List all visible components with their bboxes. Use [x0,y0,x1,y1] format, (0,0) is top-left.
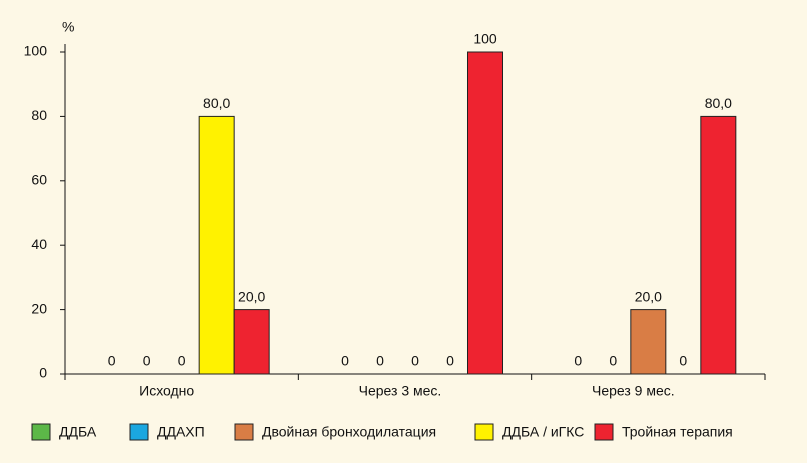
legend-swatch [474,423,494,441]
legend-swatch [594,423,614,441]
bar [198,115,235,375]
y-tick-label: 20 [31,300,47,316]
x-tick-label: Через 3 мес. [359,383,442,399]
legend-label: ДДБА [59,424,97,440]
value-label: 0 [609,353,617,369]
legend-label: ДДБА / иГКС [502,424,584,440]
value-label: 0 [446,353,454,369]
value-label: 0 [341,353,349,369]
value-label: 0 [411,353,419,369]
y-axis-unit: % [62,19,74,35]
y-tick-label: 60 [31,172,47,188]
value-label: 0 [143,353,151,369]
bar [700,115,737,375]
x-tick-label: Через 9 мес. [592,383,675,399]
y-tick-label: 100 [24,43,48,59]
y-tick-label: 40 [31,236,47,252]
value-label: 0 [679,353,687,369]
bar [630,309,667,375]
value-label: 0 [574,353,582,369]
value-label: 100 [473,31,497,47]
value-label: 20,0 [635,288,662,304]
value-label: 0 [108,353,116,369]
value-label: 0 [376,353,384,369]
legend-swatch [129,423,149,441]
legend-swatch [31,423,51,441]
x-tick-label: Исходно [139,383,194,399]
legend-swatch [234,423,254,441]
legend-label: Двойная бронходилатация [262,424,436,440]
value-label: 80,0 [203,95,230,111]
legend-label: ДДАХП [157,424,205,440]
value-label: 80,0 [705,95,732,111]
y-tick-label: 0 [39,365,47,381]
legend-label: Тройная терапия [622,424,733,440]
bar [467,51,503,375]
value-label: 20,0 [238,288,265,304]
y-tick-label: 80 [31,107,47,123]
value-label: 0 [178,353,186,369]
bar [233,309,270,375]
